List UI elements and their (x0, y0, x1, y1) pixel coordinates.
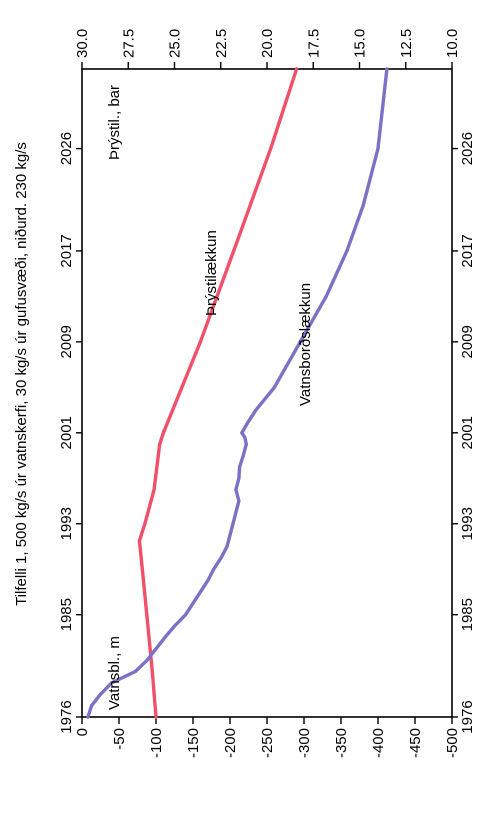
series-1-point (269, 146, 273, 151)
annotation-layer: Vatnsbl., m Þrýstil., bar Þrýstilækkun V… (106, 85, 314, 710)
series-2-point (90, 703, 94, 708)
x-tick-label-bottom: 2009 (459, 325, 476, 358)
y-right-tick-label: 20.0 (259, 29, 276, 58)
series-2-point (145, 658, 149, 662)
y-left-axis-ticks: 0 -50 -100 -150 -200 -250 -300 -350 -400 -450 -500 (74, 717, 461, 758)
series-2-point (244, 442, 248, 446)
series-2-point (298, 340, 302, 344)
series-2-point (231, 522, 235, 526)
series-1-point (152, 488, 156, 492)
plot-rotated-group: 1976 1976 1985 1985 1993 1993 2001 2001 2009 2009… (13, 29, 476, 758)
x-tick-label-top: 1993 (58, 507, 75, 540)
series-2-point (385, 67, 389, 71)
series-2-point (376, 146, 380, 151)
series-2-point (238, 465, 242, 469)
series-2-point (241, 453, 245, 458)
y-left-tick-label: -50 (111, 728, 128, 750)
y-left-tick-label: -350 (333, 728, 350, 758)
y-left-tick-label: -500 (444, 728, 461, 758)
series-2-point (345, 249, 349, 253)
y-right-tick-label: 25.0 (167, 29, 184, 58)
series-2-point (163, 635, 167, 639)
annotation-water-series: Vatnsborðslækkun (297, 283, 314, 406)
y-right-tick-label: 17.5 (305, 29, 322, 58)
x-tick-label-top: 2001 (58, 416, 75, 449)
series-2-point (361, 203, 365, 207)
series-2-point (246, 419, 251, 423)
series-2-point (98, 692, 103, 696)
x-tick-label-top: 2017 (58, 234, 75, 267)
series-1-point (143, 522, 147, 526)
series-2-point (324, 294, 328, 298)
annotation-left-axis-label: Vatnsbl., m (106, 636, 123, 710)
y-left-tick-label: -200 (222, 728, 239, 758)
x-tick-label-top: 2009 (58, 325, 75, 358)
x-tick-label-top: 2026 (58, 132, 75, 165)
series-2-point (272, 385, 276, 389)
y-left-tick-label: -300 (296, 728, 313, 758)
y-left-tick-label: 0 (74, 728, 91, 736)
x-tick-label-top: 1985 (58, 598, 75, 631)
y-right-tick-label: 15.0 (352, 29, 369, 58)
y-left-tick-label: -400 (370, 728, 387, 758)
series-2-point (234, 488, 238, 492)
series-2-point (110, 681, 114, 685)
series-2-point (254, 408, 258, 412)
series-1-point (137, 539, 141, 543)
x-tick-label-bottom: 1976 (459, 700, 476, 733)
series-2-point (225, 544, 229, 549)
y-left-tick-label: -150 (185, 728, 202, 758)
series-1-point (295, 67, 299, 71)
y-right-tick-label: 27.5 (120, 29, 137, 58)
series-2-point (206, 579, 210, 583)
x-axis-ticks: 1976 1976 1985 1985 1993 1993 2001 2001 2009 2009… (58, 132, 476, 734)
series-line-2 (86, 67, 389, 719)
series-2-point (240, 431, 244, 435)
x-tick-label-bottom: 2001 (459, 416, 476, 449)
series-1-point (158, 442, 162, 446)
series-1-point (161, 431, 165, 435)
x-tick-label-bottom: 2017 (459, 234, 476, 267)
series-2-point (154, 647, 158, 651)
series-2-point (212, 567, 216, 571)
series-2-point (237, 499, 241, 503)
series-1-point (198, 340, 202, 344)
series-1-point (154, 715, 158, 719)
series-2-point (86, 715, 90, 719)
series-2-point (198, 590, 202, 594)
series-line-1 (137, 67, 299, 719)
y-left-tick-label: -100 (148, 728, 165, 758)
series-layer (86, 67, 389, 719)
y-right-tick-label: 10.0 (444, 29, 461, 58)
y-left-tick-label: -250 (259, 728, 276, 758)
y-right-tick-label: 22.5 (213, 29, 230, 58)
y-right-tick-label: 30.0 (74, 29, 91, 58)
x-tick-label-top: 1976 (58, 700, 75, 733)
series-1-point (232, 249, 236, 253)
x-tick-label-bottom: 1985 (459, 598, 476, 631)
series-1-point (180, 385, 184, 389)
y-left-tick-label: -450 (407, 728, 424, 758)
series-2-point (172, 624, 177, 628)
series-2-point (237, 476, 241, 480)
series-2-point (219, 556, 223, 560)
annotation-pressure-series: Þrýstilækkun (203, 230, 220, 316)
x-tick-label-bottom: 2026 (459, 132, 476, 165)
series-2-point (133, 669, 137, 674)
y-right-tick-label: 12.5 (398, 29, 415, 58)
x-tick-label-bottom: 1993 (459, 507, 476, 540)
series-2-point (228, 533, 232, 537)
series-1-point (145, 613, 149, 617)
series-2-point (234, 510, 238, 514)
series-2-point (184, 613, 188, 617)
chart-title: Tilfelli 1, 500 kg/s úr vatnskerfi, 30 k… (13, 142, 30, 606)
series-2-point (191, 601, 195, 605)
series-1-point (139, 556, 143, 560)
series-1-point (150, 669, 154, 674)
annotation-right-axis-label: Þrýstil., bar (106, 85, 123, 160)
series-2-point (243, 435, 247, 439)
y-right-axis-ticks: 30.0 27.5 25.0 22.5 20.0 17.5 15.0 12.5 10.0 (74, 29, 461, 69)
